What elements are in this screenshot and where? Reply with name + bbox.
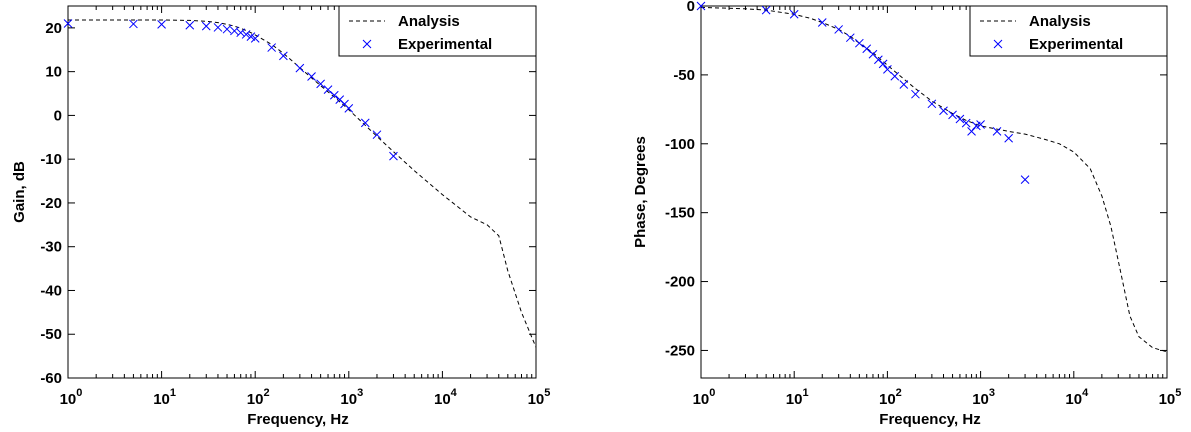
x-tick-label: 101	[153, 387, 176, 408]
legend-box	[338, 5, 537, 57]
data-point-experimental	[862, 44, 872, 54]
x-tick-label: 103	[340, 387, 363, 408]
legend-swatch-experimental	[362, 39, 372, 49]
y-tick-label: -40	[40, 282, 62, 299]
data-point-experimental	[246, 32, 256, 41]
data-point-experimental	[323, 85, 333, 94]
data-point-experimental	[696, 1, 706, 11]
x-tick-label: 102	[247, 387, 270, 408]
y-tick-label: -50	[673, 67, 695, 84]
y-tick-label: -30	[40, 239, 62, 256]
data-point-experimental	[213, 23, 223, 32]
data-point-experimental	[185, 20, 195, 30]
y-tick-label: -10	[40, 151, 62, 168]
data-point-experimental	[316, 79, 325, 89]
data-point-experimental	[878, 59, 888, 69]
y-tick-label: 0	[54, 107, 62, 124]
data-point-experimental	[789, 9, 799, 19]
data-point-experimental	[372, 130, 382, 140]
axes-frame	[67, 5, 537, 379]
y-axis-label: Phase, Degrees	[632, 136, 649, 248]
legend-swatch-experimental	[993, 39, 1003, 49]
data-point-experimental	[230, 26, 239, 36]
data-point-experimental	[129, 19, 138, 29]
y-tick-label: -250	[665, 342, 695, 359]
data-point-experimental	[335, 95, 345, 105]
data-point-experimental	[201, 21, 211, 31]
legend-box	[969, 5, 1168, 57]
data-point-experimental	[1004, 133, 1014, 143]
legend-label-analysis: Analysis	[398, 13, 460, 30]
series-line-analysis	[701, 6, 1167, 353]
data-point-experimental	[854, 38, 864, 48]
data-point-experimental	[927, 99, 937, 109]
data-point-experimental	[63, 19, 73, 28]
data-point-experimental	[250, 34, 260, 43]
data-point-experimental	[236, 28, 246, 38]
data-point-experimental	[948, 110, 957, 120]
data-point-experimental	[899, 80, 909, 89]
data-point-experimental	[976, 120, 985, 129]
y-tick-label: -60	[40, 370, 62, 387]
x-tick-label: 105	[1159, 387, 1182, 408]
data-point-experimental	[241, 30, 251, 39]
data-point-experimental	[360, 118, 370, 128]
data-point-experimental	[845, 33, 855, 43]
x-tick-label: 100	[693, 387, 716, 408]
y-tick-label: -20	[40, 195, 62, 212]
data-point-experimental	[911, 89, 920, 99]
data-point-experimental	[329, 90, 339, 100]
legend-label-experimental: Experimental	[398, 36, 492, 53]
data-point-experimental	[939, 106, 948, 116]
data-point-experimental	[834, 25, 844, 34]
data-point-experimental	[874, 55, 883, 65]
x-tick-label: 102	[879, 387, 902, 408]
x-tick-label: 100	[60, 387, 83, 408]
data-point-experimental	[1020, 175, 1030, 184]
data-point-experimental	[961, 118, 971, 128]
data-point-experimental	[267, 43, 277, 52]
data-point-experimental	[992, 127, 1002, 136]
x-axis-label: Frequency, Hz	[879, 411, 980, 428]
data-point-experimental	[307, 72, 316, 81]
legend: Analysis Experimental	[338, 5, 537, 57]
y-tick-label: -150	[665, 205, 695, 222]
y-tick-label: 0	[687, 0, 695, 15]
data-point-experimental	[883, 65, 892, 74]
y-axis-label: Gain, dB	[11, 161, 28, 223]
y-tick-label: -200	[665, 274, 695, 291]
data-point-experimental	[344, 104, 354, 113]
y-tick-label: -100	[665, 136, 695, 153]
data-point-experimental	[222, 24, 232, 34]
data-point-experimental	[340, 99, 349, 109]
x-tick-label: 105	[528, 387, 551, 408]
legend-label-analysis: Analysis	[1029, 13, 1091, 30]
x-tick-label: 104	[434, 387, 458, 408]
data-point-experimental	[157, 20, 166, 29]
legend-label-experimental: Experimental	[1029, 36, 1123, 53]
data-point-experimental	[890, 71, 900, 81]
data-point-experimental	[295, 63, 305, 73]
data-point-experimental	[971, 121, 981, 131]
y-tick-label: 10	[45, 64, 62, 81]
plot-gain: 100 101 102 103 104 10520100-10-20-30-40-50-6…	[11, 5, 551, 428]
x-tick-label: 103	[972, 387, 995, 408]
data-point-experimental	[279, 51, 288, 61]
x-axis-label: Frequency, Hz	[247, 411, 348, 428]
series-line-analysis	[68, 19, 536, 348]
y-tick-label: -50	[40, 326, 62, 343]
plot-phase: 100 101 102 103 104 105 0 -50 -100 -150 -200 -250 Fr…	[632, 0, 1181, 428]
data-point-experimental	[955, 114, 965, 124]
data-point-experimental	[868, 49, 878, 59]
x-tick-label: 101	[786, 387, 809, 408]
data-point-experimental	[817, 18, 827, 27]
x-tick-label: 104	[1065, 387, 1089, 408]
data-point-experimental	[389, 151, 398, 161]
data-point-experimental	[761, 5, 771, 15]
data-point-experimental	[967, 127, 976, 136]
legend: Analysis Experimental	[969, 5, 1168, 57]
y-tick-label: 20	[45, 20, 62, 37]
axes-frame	[700, 5, 1168, 379]
